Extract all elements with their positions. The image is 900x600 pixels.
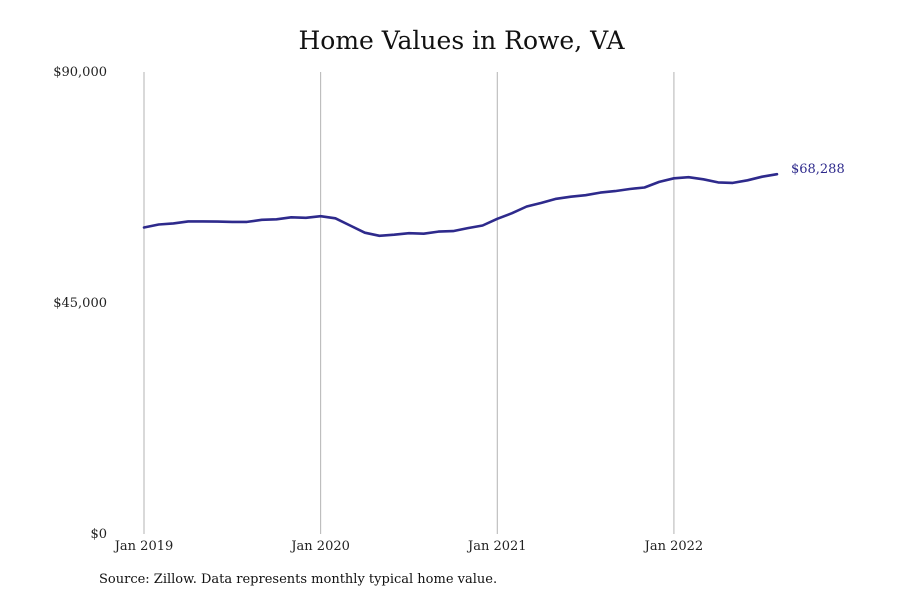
- y-tick-label: $0: [90, 527, 107, 542]
- y-tick-label: $45,000: [53, 296, 107, 311]
- series-line-home-value: [142, 172, 779, 238]
- x-tick-label: Jan 2021: [466, 539, 527, 554]
- end-value-labels: $68,288: [791, 162, 845, 177]
- vertical-gridlines: [143, 72, 675, 534]
- x-tick-label: Jan 2019: [113, 539, 174, 554]
- x-axis-tick-labels: Jan 2019 Jan 2020 Jan 2021 Jan 2022: [113, 539, 703, 554]
- end-value-label: $68,288: [791, 162, 845, 177]
- chart-title: Home Values in Rowe, VA: [298, 26, 625, 55]
- y-tick-label: $90,000: [53, 65, 107, 80]
- x-tick-label: Jan 2022: [643, 539, 704, 554]
- x-tick-label: Jan 2020: [289, 539, 350, 554]
- y-axis-tick-labels: $0 $45,000 $90,000: [53, 65, 107, 542]
- source-note: Source: Zillow. Data represents monthly …: [99, 572, 498, 587]
- series-layer: [142, 172, 779, 238]
